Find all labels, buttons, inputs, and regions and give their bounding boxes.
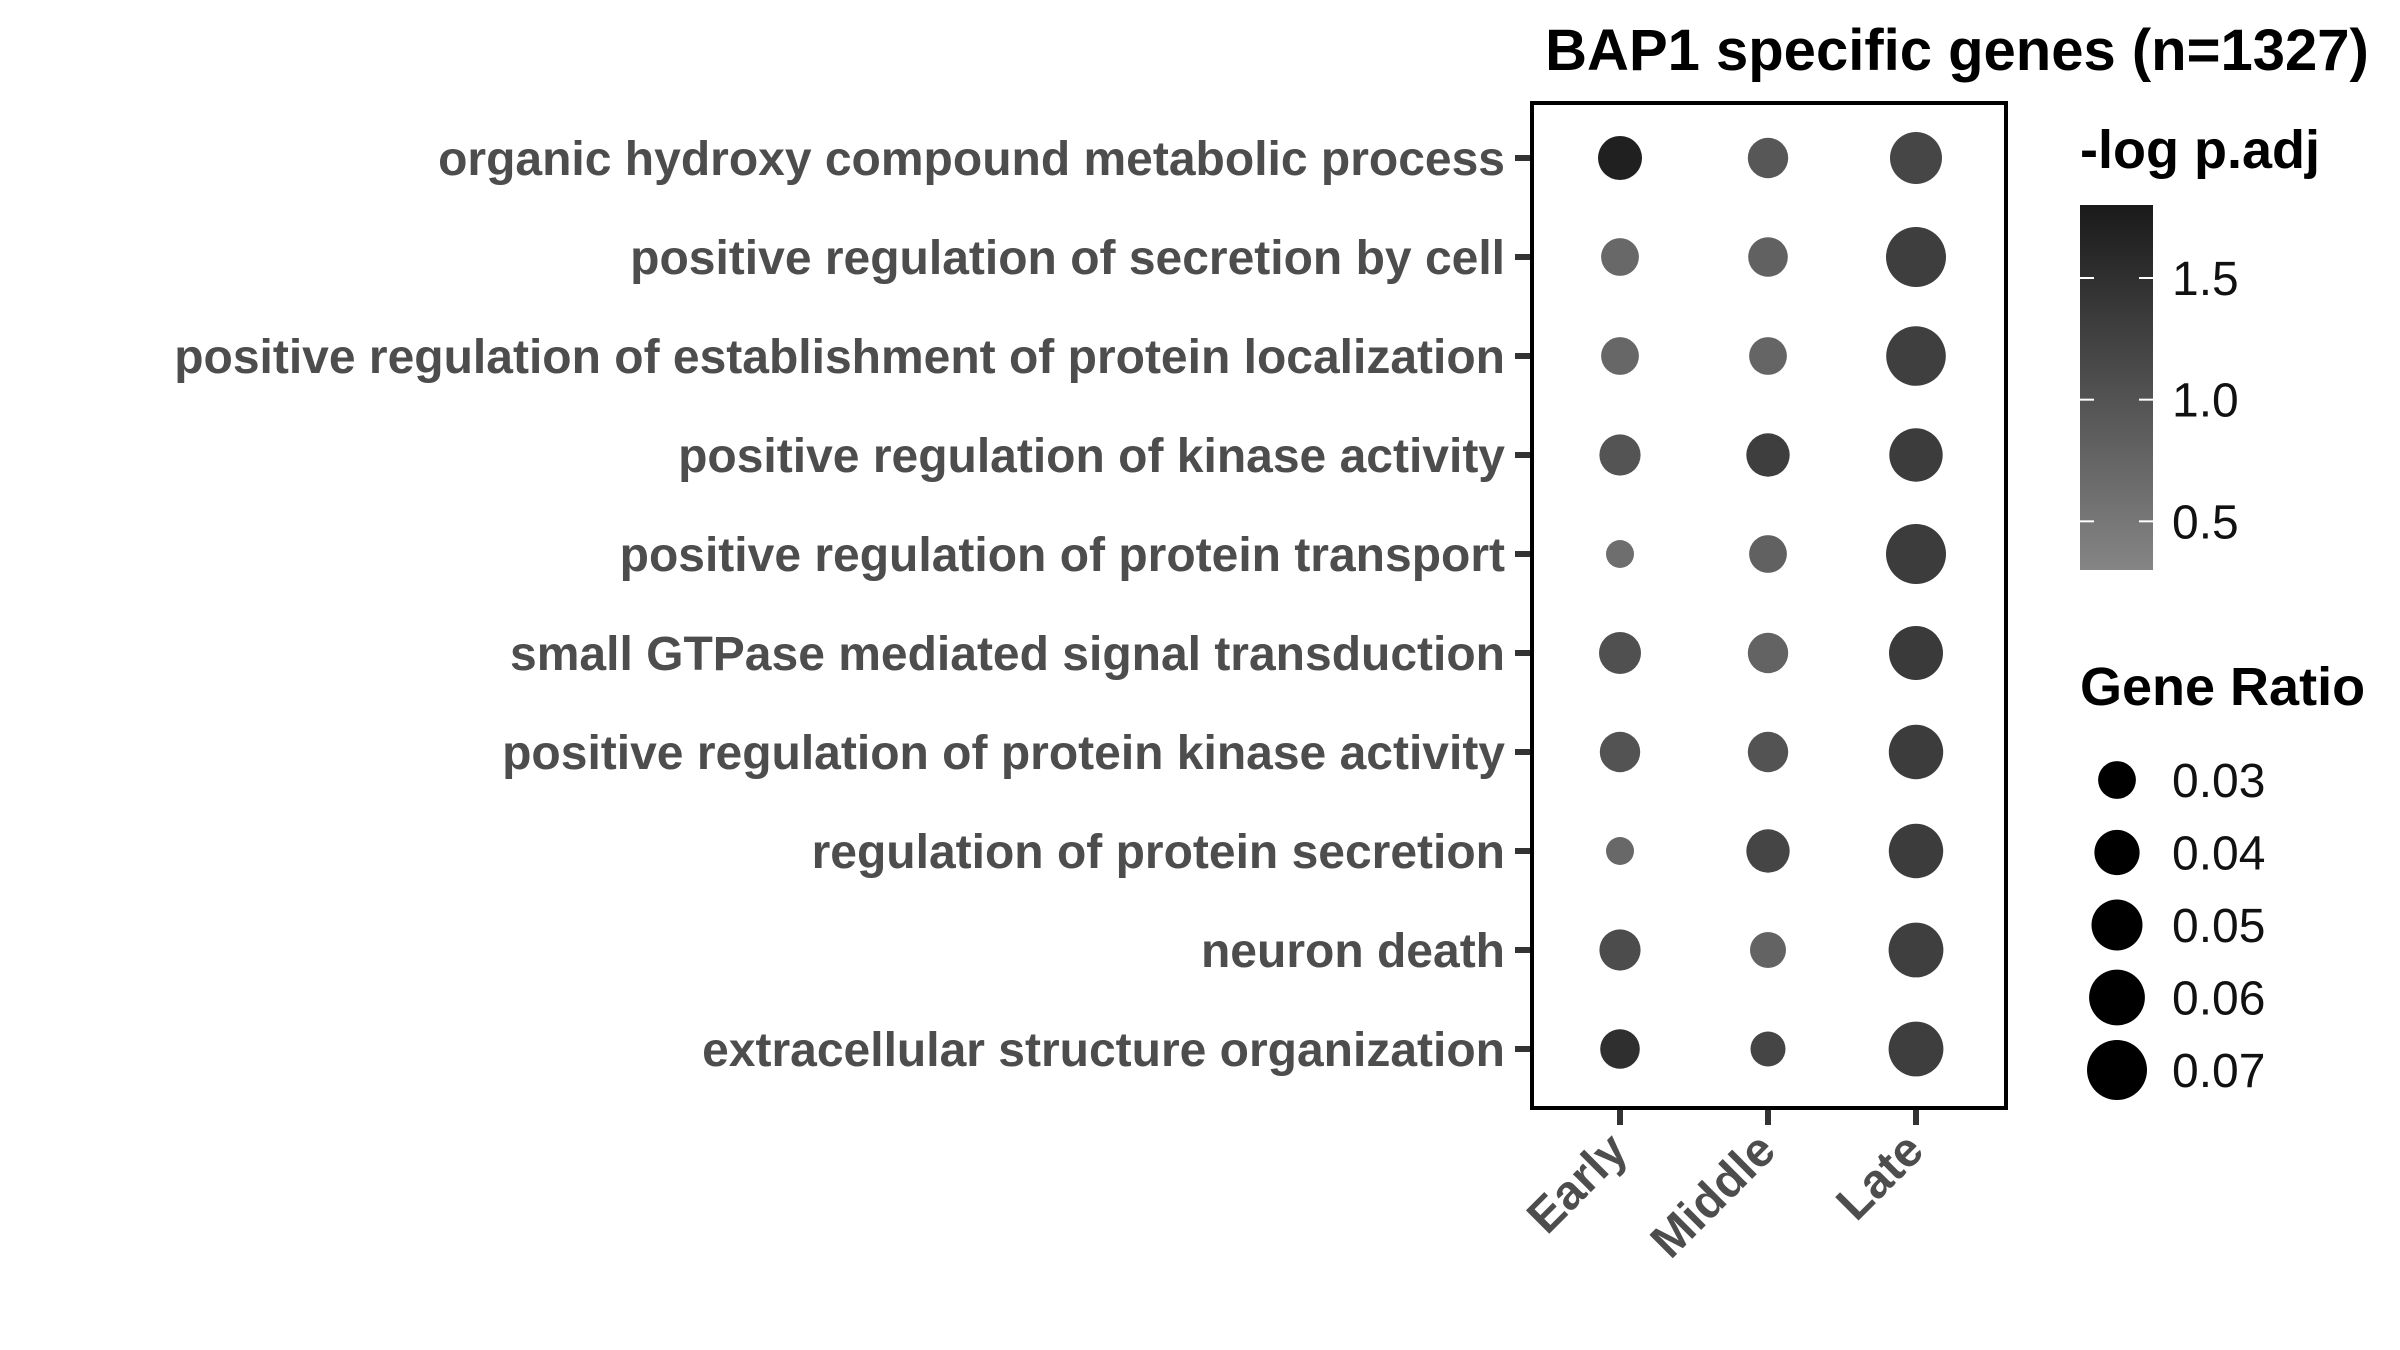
data-point: [1601, 337, 1639, 375]
y-tick-label: positive regulation of protein transport: [620, 529, 1505, 582]
data-point: [1600, 1029, 1640, 1069]
data-point: [1886, 524, 1946, 584]
size-legend-label: 0.05: [2172, 900, 2265, 953]
data-point: [1888, 823, 1944, 879]
y-tick-label: positive regulation of establishment of …: [174, 331, 1505, 384]
data-point: [1749, 535, 1787, 573]
y-tick-label: organic hydroxy compound metabolic proce…: [438, 133, 1505, 186]
data-point: [1888, 1021, 1944, 1077]
size-legend-key: [2089, 969, 2145, 1026]
data-point: [1599, 929, 1641, 971]
data-point: [1601, 238, 1639, 276]
data-point: [1746, 433, 1790, 477]
size-legend-title: Gene Ratio: [2080, 657, 2365, 717]
y-axis-ticks: [1515, 155, 1532, 1052]
data-point: [1889, 626, 1943, 680]
size-legend: Gene Ratio 0.03 0.04 0.05 0.06 0.07: [2080, 657, 2365, 1100]
color-legend-title: -log p.adj: [2080, 120, 2320, 180]
data-point: [1747, 731, 1789, 773]
data-point: [1599, 731, 1641, 773]
size-legend-key: [2098, 761, 2136, 799]
y-tick-label: neuron death: [1201, 925, 1505, 978]
data-points: [1598, 132, 1946, 1077]
color-legend-label: 0.5: [2172, 496, 2239, 549]
color-legend: -log p.adj 0.5 1.0 1.5: [2080, 120, 2320, 570]
size-legend-label: 0.04: [2172, 828, 2265, 881]
data-point: [1606, 540, 1634, 568]
x-tick-label: Middle: [1641, 1123, 1786, 1268]
data-point: [1747, 632, 1789, 674]
color-legend-bar: [2080, 205, 2153, 570]
data-point: [1888, 724, 1944, 780]
data-point: [1747, 137, 1789, 179]
data-point: [1886, 227, 1946, 287]
chart-title: BAP1 specific genes (n=1327): [1545, 18, 2369, 83]
size-legend-label: 0.06: [2172, 973, 2265, 1026]
y-tick-label: extracellular structure organization: [702, 1024, 1505, 1077]
y-tick-label: small GTPase mediated signal transductio…: [510, 628, 1505, 681]
y-tick-label: positive regulation of kinase activity: [678, 430, 1505, 483]
data-point: [1749, 337, 1787, 375]
x-axis-labels: Early Middle Late: [1517, 1123, 1934, 1268]
size-legend-key: [2094, 829, 2140, 876]
plot-panel-border: [1530, 101, 2008, 1110]
data-point: [1598, 136, 1642, 180]
data-point: [1599, 434, 1641, 476]
data-point: [1746, 829, 1790, 873]
size-legend-key: [2091, 899, 2143, 951]
data-point: [1750, 1031, 1786, 1067]
x-axis-ticks: [1617, 1108, 1919, 1125]
data-point: [1889, 428, 1943, 482]
data-point: [1750, 932, 1786, 968]
size-legend-label: 0.03: [2172, 755, 2265, 808]
y-axis-labels: organic hydroxy compound metabolic proce…: [174, 133, 1505, 1077]
data-point: [1888, 922, 1944, 978]
data-point: [1606, 837, 1634, 865]
x-tick-label: Late: [1827, 1123, 1934, 1230]
size-legend-label: 0.07: [2172, 1045, 2265, 1098]
x-tick-label: Early: [1517, 1123, 1638, 1244]
y-tick-label: regulation of protein secretion: [812, 826, 1505, 879]
color-legend-label: 1.5: [2172, 253, 2239, 306]
color-legend-ticks: 0.5 1.0 1.5: [2080, 253, 2239, 549]
data-point: [1748, 237, 1788, 277]
y-tick-label: positive regulation of protein kinase ac…: [502, 727, 1505, 780]
data-point: [1890, 132, 1942, 184]
data-point: [1599, 632, 1641, 674]
y-tick-label: positive regulation of secretion by cell: [630, 232, 1505, 285]
data-point: [1886, 326, 1946, 386]
color-legend-label: 1.0: [2172, 375, 2239, 428]
size-legend-key: [2087, 1040, 2147, 1100]
